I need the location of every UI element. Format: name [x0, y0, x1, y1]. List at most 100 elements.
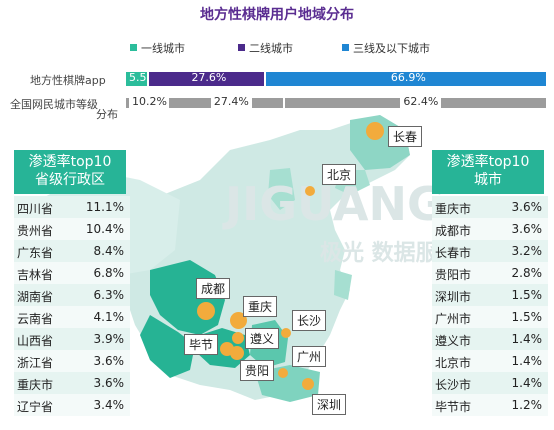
- province-value: 3.6%: [93, 354, 125, 368]
- province-row: 四川省 11.1%: [14, 196, 130, 219]
- city-name: 广州市: [435, 312, 472, 326]
- province-value: 3.9%: [93, 332, 125, 346]
- city-name: 重庆市: [435, 202, 472, 216]
- bar-app: 5.5% 27.6% 66.9%: [126, 71, 548, 86]
- province-value: 6.3%: [93, 288, 125, 302]
- legend: 一线城市 二线城市 三线及以下城市: [130, 40, 550, 56]
- province-value: 11.1%: [85, 200, 124, 214]
- province-row: 吉林省 6.8%: [14, 262, 130, 285]
- province-name: 吉林省: [17, 268, 54, 282]
- legend-swatch-tier2: [238, 44, 245, 51]
- province-value: 4.1%: [93, 310, 125, 324]
- city-tag-bijie: 毕节: [184, 334, 219, 355]
- province-value: 3.4%: [93, 398, 125, 412]
- province-row: 广东省 8.4%: [14, 240, 130, 263]
- city-row: 重庆市 3.6%: [432, 196, 548, 219]
- city-row: 广州市 1.5%: [432, 306, 548, 329]
- province-name: 四川省: [17, 202, 54, 216]
- city-tag-changsha: 长沙: [292, 310, 327, 331]
- province-row: 湖南省 6.3%: [14, 284, 130, 307]
- province-value: 10.4%: [85, 222, 124, 236]
- city-dot-changchun: [366, 122, 384, 140]
- city-row: 遵义市 1.4%: [432, 328, 548, 351]
- city-header-line1: 渗透率top10: [446, 154, 530, 170]
- city-dot-zunyi: [232, 332, 244, 344]
- city-value: 2.8%: [511, 266, 543, 280]
- legend-swatch-tier3: [342, 44, 349, 51]
- legend-tier2: 二线城市: [238, 40, 293, 56]
- chart-title: 地方性棋牌用户地域分布: [200, 7, 354, 23]
- province-value: 8.4%: [93, 244, 125, 258]
- bar-app-seg-2: [265, 72, 546, 86]
- province-row: 贵州省 10.4%: [14, 218, 130, 241]
- map-shanxi: [268, 168, 295, 210]
- city-row: 贵阳市 2.8%: [432, 262, 548, 285]
- city-name: 北京市: [435, 356, 472, 370]
- province-value: 6.8%: [93, 266, 125, 280]
- legend-label-tier1: 一线城市: [141, 42, 185, 55]
- city-row: 毕节市 1.2%: [432, 394, 548, 417]
- city-row: 长沙市 1.4%: [432, 372, 548, 395]
- bar-label-national-line1: 全国网民城市等级: [10, 98, 98, 111]
- city-name: 贵阳市: [435, 268, 472, 282]
- city-table: 重庆市 3.6% 成都市 3.6% 长春市 3.2% 贵阳市 2.8% 深圳市 1.5% 广州市 1.…: [432, 196, 548, 417]
- city-name: 长沙市: [435, 378, 472, 392]
- bar-national-label-1: 27.4%: [210, 95, 252, 108]
- province-name: 云南省: [17, 312, 54, 326]
- city-name: 长春市: [435, 246, 472, 260]
- city-row: 成都市 3.6%: [432, 218, 548, 241]
- city-value: 1.4%: [511, 332, 543, 346]
- legend-tier3: 三线及以下城市: [342, 40, 430, 56]
- city-value: 3.6%: [511, 200, 543, 214]
- bar-app-seg-1: [149, 72, 264, 86]
- city-tag-changchun: 长春: [388, 126, 423, 147]
- city-row: 长春市 3.2%: [432, 240, 548, 263]
- province-table: 四川省 11.1% 贵州省 10.4% 广东省 8.4% 吉林省 6.8% 湖南省 6.3% 云南省…: [14, 196, 130, 417]
- city-name: 深圳市: [435, 290, 472, 304]
- province-header-line2: 省级行政区: [35, 172, 105, 188]
- legend-swatch-tier1: [130, 44, 137, 51]
- city-tag-zunyi: 遵义: [245, 328, 280, 349]
- province-row: 辽宁省 3.4%: [14, 394, 130, 417]
- city-value: 1.4%: [511, 354, 543, 368]
- province-value: 3.6%: [93, 376, 125, 390]
- province-name: 浙江省: [17, 356, 54, 370]
- city-header-line2: 城市: [474, 172, 502, 188]
- city-panel-header: 渗透率top10 城市: [432, 150, 544, 194]
- city-dot-chengdu: [197, 302, 215, 320]
- city-value: 1.4%: [511, 376, 543, 390]
- province-name: 山西省: [17, 334, 54, 348]
- city-dot-changsha: [281, 328, 291, 338]
- province-name: 辽宁省: [17, 400, 54, 414]
- city-tag-guiyang: 贵阳: [240, 360, 275, 381]
- province-row: 浙江省 3.6%: [14, 350, 130, 373]
- map-zhejiang: [334, 270, 352, 300]
- bar-label-app: 地方性棋牌app: [30, 74, 106, 87]
- city-value: 3.2%: [511, 244, 543, 258]
- city-tag-guangzhou: 广州: [292, 346, 327, 367]
- city-value: 1.5%: [511, 310, 543, 324]
- city-dot-guiyang: [230, 346, 244, 360]
- province-name: 广东省: [17, 246, 54, 260]
- map-yunnan: [140, 315, 195, 378]
- city-row: 北京市 1.4%: [432, 350, 548, 373]
- legend-label-tier3: 三线及以下城市: [353, 42, 430, 55]
- province-panel-header: 渗透率top10 省级行政区: [14, 150, 126, 194]
- legend-tier1: 一线城市: [130, 40, 185, 56]
- bar-national-label-2: 62.4%: [400, 95, 442, 108]
- city-name: 毕节市: [435, 400, 472, 414]
- province-header-line1: 渗透率top10: [28, 154, 112, 170]
- city-value: 1.5%: [511, 288, 543, 302]
- province-row: 重庆市 3.6%: [14, 372, 130, 395]
- bar-app-label-1: 27.6%: [191, 71, 227, 84]
- city-tag-shenzhen: 深圳: [312, 394, 347, 415]
- bar-app-seg-0: [126, 72, 148, 86]
- province-name: 贵州省: [17, 224, 54, 238]
- city-row: 深圳市 1.5%: [432, 284, 548, 307]
- bar-label-national-line2: 分布: [96, 108, 118, 121]
- city-tag-chongqing: 重庆: [243, 296, 278, 317]
- province-name: 重庆市: [17, 378, 54, 392]
- bar-national-label-0: 10.2%: [129, 95, 170, 108]
- province-row: 云南省 4.1%: [14, 306, 130, 329]
- city-value: 3.6%: [511, 222, 543, 236]
